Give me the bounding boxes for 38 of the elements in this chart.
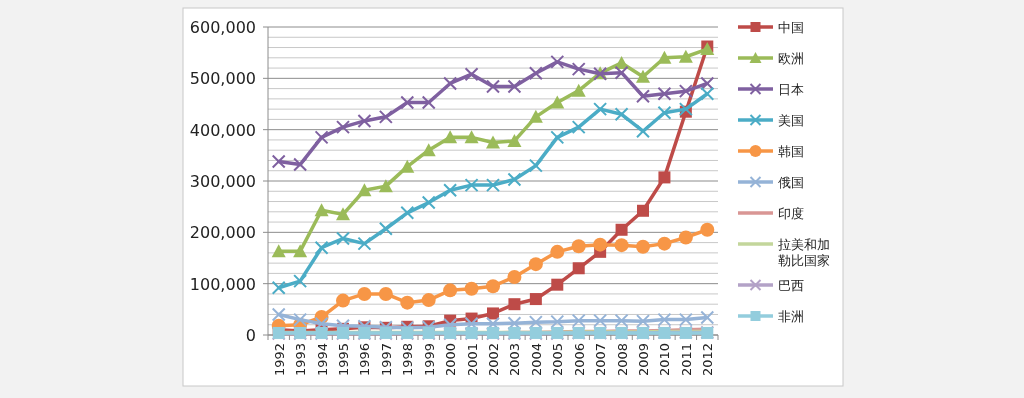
x-tick-label: 2009 — [636, 343, 651, 377]
legend-label: 印度 — [778, 206, 804, 221]
x-tick-label: 1994 — [314, 343, 330, 377]
legend-label: 韩国 — [778, 144, 804, 159]
x-tick-label: 1993 — [293, 343, 309, 377]
x-tick-label: 2006 — [571, 343, 587, 377]
x-tick-label: 2010 — [657, 343, 673, 377]
x-tick-label: 1999 — [421, 343, 437, 377]
x-tick-label: 2005 — [550, 343, 566, 377]
x-tick-label: 2008 — [614, 343, 630, 377]
legend-label: 俄国 — [778, 175, 804, 190]
x-tick-label: 1998 — [400, 343, 416, 377]
x-tick-label: 2003 — [507, 343, 523, 377]
x-tick-label: 2000 — [443, 343, 459, 377]
x-tick-label: 1995 — [336, 343, 351, 377]
y-tick-label: 200,000 — [189, 223, 256, 243]
legend-label: 中国 — [778, 20, 804, 35]
x-tick-label: 2007 — [593, 343, 609, 377]
legend-label: 非洲 — [778, 309, 804, 324]
y-tick-label: 0 — [245, 326, 256, 345]
x-tick-label: 2012 — [700, 343, 716, 377]
legend-label: 美国 — [778, 113, 804, 128]
x-tick-label: 1996 — [357, 343, 373, 377]
y-tick-label: 100,000 — [189, 274, 256, 294]
y-tick-label: 600,000 — [189, 18, 256, 37]
x-tick-label: 2001 — [464, 343, 480, 377]
x-tick-label: 1992 — [271, 343, 287, 377]
x-tick-label: 2002 — [486, 343, 501, 377]
y-tick-label: 500,000 — [189, 69, 256, 89]
x-tick-label: 2011 — [678, 343, 694, 377]
x-tick-label: 1997 — [378, 343, 394, 377]
legend-label: 拉美和加勒比国家 — [778, 237, 830, 268]
legend-label: 欧洲 — [778, 51, 804, 66]
legend-label: 日本 — [778, 82, 804, 97]
legend-label: 巴西 — [778, 278, 804, 293]
y-tick-label: 300,000 — [189, 172, 256, 191]
x-tick-label: 2004 — [528, 343, 544, 377]
y-tick-label: 400,000 — [189, 120, 256, 140]
